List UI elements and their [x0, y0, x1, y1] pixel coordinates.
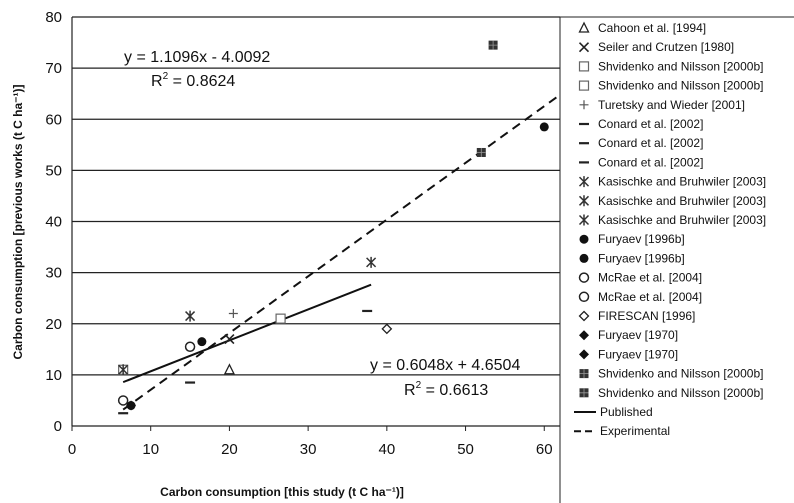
legend-marker-14 [578, 291, 590, 303]
legend-marker-1 [578, 42, 590, 53]
legend-label-8: Kasischke and Bruhwiler [2003] [598, 175, 766, 189]
point-18-0 [488, 40, 498, 50]
point-8-0 [118, 364, 129, 376]
legend-label-18: Shvidenko and Nilsson [2000b] [598, 367, 763, 381]
y-tick-label-20: 20 [45, 316, 62, 333]
legend-label-0: Cahoon et al. [1994] [598, 21, 706, 35]
gridlines [72, 16, 560, 376]
legend-label-4: Turetsky and Wieder [2001] [598, 98, 745, 112]
y-tick-labels: 0 10 20 30 40 50 60 70 80 [45, 9, 62, 435]
legend-label-published: Published [600, 405, 653, 419]
data-points [117, 40, 573, 415]
legend-marker-16 [579, 330, 589, 341]
legend-marker-11 [579, 234, 589, 244]
experimental-equation: y = 1.1096x - 4.0092 R2 = 0.8624 [124, 49, 270, 90]
point-10-0 [366, 256, 377, 268]
point-4-0 [228, 309, 238, 319]
x-axis-title: Carbon consumption [this study (t C ha⁻¹… [160, 485, 404, 499]
legend-marker-17 [579, 349, 589, 360]
legend: Cahoon et al. [1994] Seiler and Crutzen [… [559, 16, 794, 503]
x-tick-label-40: 40 [378, 441, 395, 458]
legend-marker-19-hatch [579, 388, 589, 398]
point-extra-0 [539, 122, 549, 132]
point-13-0 [117, 395, 129, 406]
legend-label-15: FIRESCAN [1996] [598, 309, 695, 323]
point-0-0 [223, 363, 235, 375]
legend-marker-9 [578, 195, 590, 207]
x-tick-label-30: 30 [300, 441, 317, 458]
axes [71, 17, 560, 431]
point-14-0 [184, 341, 196, 353]
point-12-0 [197, 337, 207, 347]
point-1-0 [224, 334, 235, 345]
published-equation: y = 0.6048x + 4.6504 R2 = 0.6613 [370, 357, 520, 399]
legend-marker-12 [579, 253, 589, 263]
y-tick-label-0: 0 [54, 418, 62, 435]
legend-label-11: Furyaev [1996b] [598, 232, 685, 246]
legend-marker-8 [578, 176, 590, 188]
legend-label-12: Furyaev [1996b] [598, 251, 685, 265]
legend-label-7: Conard et al. [2002] [598, 155, 703, 169]
point-9-0 [185, 310, 196, 322]
legend-label-2: Shvidenko and Nilsson [2000b] [598, 59, 763, 73]
trend-line-experimental [122, 88, 569, 411]
x-tick-label-20: 20 [221, 441, 238, 458]
experimental-equation-text: y = 1.1096x - 4.0092 [124, 49, 270, 66]
point-18-0-hatch [488, 40, 498, 50]
legend-label-experimental: Experimental [600, 424, 670, 438]
y-tick-label-80: 80 [45, 9, 62, 26]
x-tick-label-60: 60 [536, 441, 553, 458]
point-19-0-hatch [476, 147, 486, 157]
x-tick-label-50: 50 [457, 441, 474, 458]
legend-label-13: McRae et al. [2004] [598, 271, 702, 285]
point-3-0 [275, 313, 286, 324]
x-tick-labels: 0 10 20 30 40 50 60 [68, 441, 553, 458]
legend-marker-13 [578, 272, 590, 283]
legend-marker-18 [579, 369, 589, 379]
legend-label-14: McRae et al. [2004] [598, 290, 702, 304]
point-19-0 [476, 147, 486, 157]
point-17-0 [126, 400, 137, 411]
legend-label-19: Shvidenko and Nilsson [2000b] [598, 386, 763, 400]
legend-label-3: Shvidenko and Nilsson [2000b] [598, 79, 763, 93]
legend-label-5: Conard et al. [2002] [598, 117, 703, 131]
legend-label-6: Conard et al. [2002] [598, 136, 703, 150]
legend-marker-19 [579, 388, 589, 398]
legend-marker-10 [578, 214, 590, 226]
y-axis-title: Carbon consumption [previous works (t C … [11, 84, 25, 359]
legend-label-1: Seiler and Crutzen [1980] [598, 40, 734, 54]
trend-line-published [122, 283, 372, 384]
point-15-0 [381, 323, 393, 335]
x-tick-label-0: 0 [68, 441, 76, 458]
legend-label-9: Kasischke and Bruhwiler [2003] [598, 194, 766, 208]
y-tick-label-30: 30 [45, 265, 62, 282]
legend-marker-2 [578, 61, 590, 72]
y-tick-label-10: 10 [45, 367, 62, 384]
trend-lines [122, 88, 569, 411]
published-r2-text: R2 = 0.6613 [404, 380, 488, 399]
legend-marker-4 [579, 100, 589, 110]
legend-label-17: Furyaev [1970] [598, 347, 678, 361]
legend-label-16: Furyaev [1970] [598, 328, 678, 342]
legend-marker-15 [578, 310, 590, 322]
y-tick-label-50: 50 [45, 162, 62, 179]
published-equation-text: y = 0.6048x + 4.6504 [370, 357, 520, 374]
legend-marker-18-hatch [579, 369, 589, 379]
x-tick-label-10: 10 [142, 441, 159, 458]
legend-box [559, 16, 794, 503]
y-tick-label-40: 40 [45, 214, 62, 231]
legend-marker-3 [578, 80, 590, 91]
legend-label-10: Kasischke and Bruhwiler [2003] [598, 213, 766, 227]
y-tick-label-70: 70 [45, 60, 62, 77]
legend-marker-0 [578, 21, 590, 33]
y-tick-label-60: 60 [45, 111, 62, 128]
experimental-r2-text: R2 = 0.8624 [151, 71, 235, 90]
